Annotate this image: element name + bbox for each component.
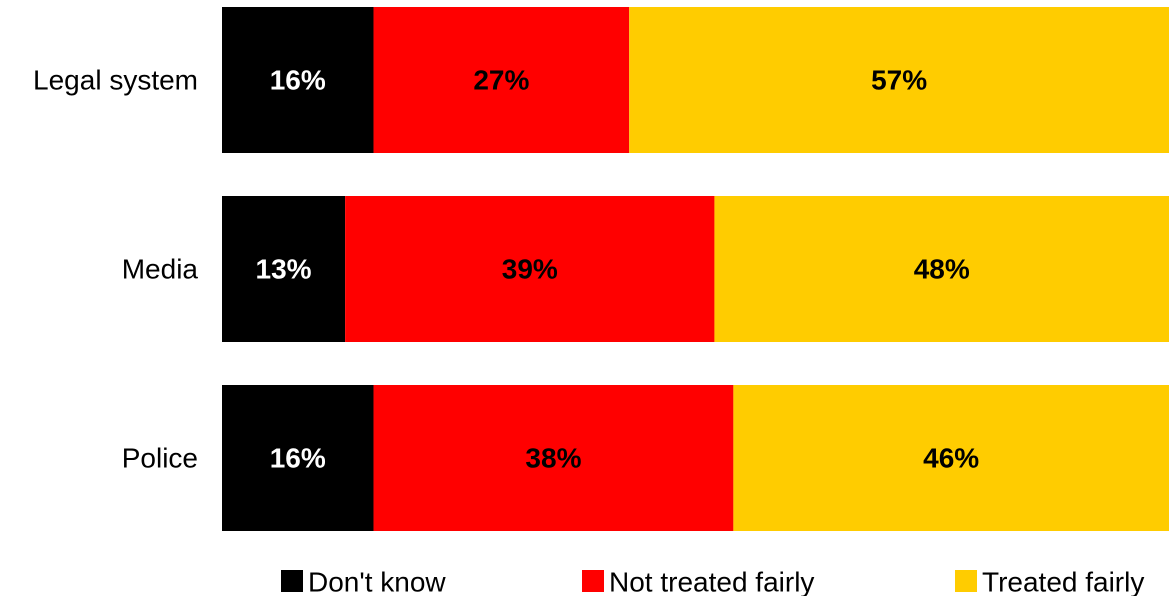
data-label: 39%: [502, 254, 558, 285]
data-label: 46%: [923, 443, 979, 474]
data-label: 38%: [525, 443, 581, 474]
data-label: 48%: [914, 254, 970, 285]
bar-segment: [222, 196, 346, 342]
category-labels: Legal system Media Police: [33, 65, 198, 474]
bar-segment: [373, 385, 734, 531]
category-label: Media: [122, 254, 199, 285]
bar-segment: [714, 196, 1169, 342]
data-label: 16%: [270, 443, 326, 474]
legend-label: Don't know: [308, 567, 446, 596]
data-label: 13%: [256, 254, 312, 285]
legend-label: Not treated fairly: [609, 567, 814, 596]
bar-segment: [373, 7, 630, 153]
data-label: 27%: [473, 65, 529, 96]
category-label: Police: [122, 443, 198, 474]
data-label: 57%: [871, 65, 927, 96]
data-label: 16%: [270, 65, 326, 96]
bar-segment: [222, 7, 374, 153]
category-label: Legal system: [33, 65, 198, 96]
legend-swatch: [582, 570, 604, 592]
bar-segment: [222, 385, 374, 531]
legend-swatch: [955, 570, 977, 592]
legend-swatch: [281, 570, 303, 592]
bar-segment: [733, 385, 1169, 531]
legend: Don't know Not treated fairly Treated fair…: [281, 567, 1144, 596]
legend-label: Treated fairly: [982, 567, 1144, 596]
bar-segment: [345, 196, 715, 342]
bars-group: 16% 27% 57% 13% 39% 48% 16% 38% 46%: [222, 7, 1169, 531]
bar-segment: [629, 7, 1169, 153]
